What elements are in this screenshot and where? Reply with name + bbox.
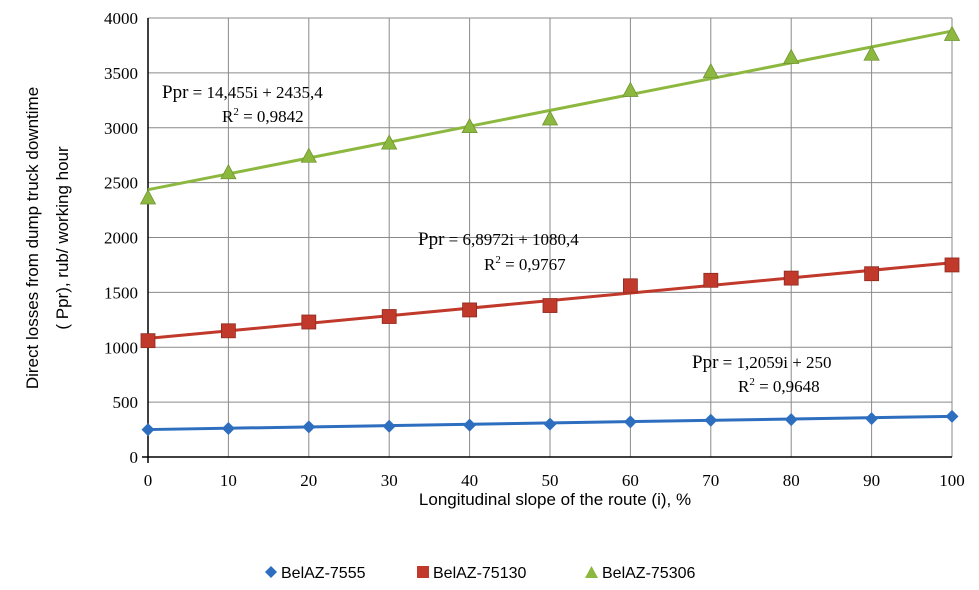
- x-tick-label: 70: [702, 471, 719, 490]
- y-tick-label: 3500: [104, 64, 138, 83]
- data-point-belaz-7555: [704, 413, 718, 427]
- legend-label-belaz-75130: BelAZ-75130: [433, 565, 526, 582]
- data-point-belaz-75306: [220, 163, 237, 180]
- x-tick-label: 60: [622, 471, 639, 490]
- legend-marker-diamond: [265, 566, 277, 578]
- data-point-belaz-7555: [543, 417, 557, 431]
- data-point-belaz-7555: [221, 421, 235, 435]
- r2-belaz-75306: R2 = 0,9842: [222, 106, 304, 126]
- y-tick-label: 4000: [104, 9, 138, 28]
- data-point-belaz-75130: [623, 278, 638, 294]
- data-point-belaz-75130: [944, 257, 960, 273]
- tick-labels: 0 10 20 30 40 50 60 70 80 90 100050010001500200025…: [104, 9, 965, 490]
- x-tick-label: 80: [783, 471, 800, 490]
- y-tick-label: 500: [113, 393, 139, 412]
- axes: [142, 18, 952, 463]
- equation-belaz-75130: Ppr = 6,8972i + 1080,4: [418, 229, 579, 250]
- data-point-belaz-75130: [864, 266, 879, 282]
- data-point-belaz-75306: [702, 62, 719, 79]
- data-point-belaz-7555: [865, 412, 879, 426]
- y-tick-label: 1000: [104, 338, 138, 357]
- data-point-belaz-75130: [220, 323, 236, 339]
- y-axis-title-line2: ( Ppr), rub/ working hour: [53, 146, 72, 330]
- r2-belaz-75130: R2 = 0,9767: [484, 254, 566, 274]
- data-point-belaz-75306: [300, 147, 317, 163]
- x-tick-label: 40: [461, 471, 478, 490]
- data-point-belaz-75130: [301, 314, 317, 330]
- legend: BelAZ-7555 BelAZ-75130 BelAZ-75306: [265, 565, 695, 582]
- x-tick-label: 100: [939, 471, 965, 490]
- data-point-belaz-75130: [783, 270, 799, 286]
- data-point-belaz-75130: [703, 272, 719, 288]
- data-point-belaz-75306: [461, 117, 478, 134]
- x-tick-label: 0: [144, 471, 153, 490]
- legend-item-belaz-75306: BelAZ-75306: [585, 565, 695, 582]
- data-point-belaz-7555: [141, 423, 155, 437]
- x-tick-label: 10: [220, 471, 237, 490]
- data-point-belaz-7555: [623, 415, 637, 429]
- x-tick-label: 20: [300, 471, 317, 490]
- data-point-belaz-75306: [622, 81, 639, 97]
- legend-label-belaz-75306: BelAZ-75306: [602, 565, 695, 582]
- y-tick-label: 0: [130, 448, 139, 467]
- equation-belaz-7555: Ppr = 1,2059i + 250: [692, 352, 832, 373]
- data-point-belaz-7555: [463, 418, 477, 432]
- x-tick-label: 30: [381, 471, 398, 490]
- data-point-belaz-75306: [139, 189, 157, 205]
- data-point-belaz-7555: [945, 409, 959, 423]
- data-point-belaz-75306: [541, 110, 559, 126]
- x-tick-label: 90: [863, 471, 880, 490]
- data-point-belaz-75306: [783, 48, 800, 64]
- legend-label-belaz-7555: BelAZ-7555: [281, 565, 366, 582]
- data-point-belaz-75130: [542, 298, 558, 313]
- x-tick-label: 50: [542, 471, 559, 490]
- x-axis-title: Longitudinal slope of the route (i), %: [419, 490, 691, 509]
- legend-marker-square: [417, 566, 429, 578]
- data-point-belaz-75130: [462, 302, 478, 318]
- data-point-belaz-75306: [863, 45, 880, 61]
- data-point-belaz-75306: [381, 134, 398, 150]
- equation-belaz-75306: Ppr = 14,455i + 2435,4: [162, 82, 323, 103]
- data-point-belaz-75306: [943, 25, 961, 41]
- data-point-belaz-7555: [784, 413, 798, 427]
- legend-item-belaz-75130: BelAZ-75130: [417, 565, 526, 582]
- legend-item-belaz-7555: BelAZ-7555: [265, 565, 366, 582]
- data-point-belaz-7555: [302, 420, 316, 434]
- data-point-belaz-7555: [382, 419, 396, 433]
- y-tick-label: 3000: [104, 119, 138, 138]
- legend-marker-triangle: [585, 566, 598, 578]
- y-axis-title-line1: Direct losses from dump truck downtime: [23, 87, 42, 389]
- data-point-belaz-75130: [140, 333, 156, 349]
- y-tick-label: 1500: [104, 283, 138, 302]
- y-tick-label: 2500: [104, 174, 138, 193]
- data-point-belaz-75130: [381, 309, 397, 324]
- y-tick-label: 2000: [104, 229, 138, 248]
- data-markers: [139, 25, 961, 437]
- r2-belaz-7555: R2 = 0,9648: [738, 376, 820, 396]
